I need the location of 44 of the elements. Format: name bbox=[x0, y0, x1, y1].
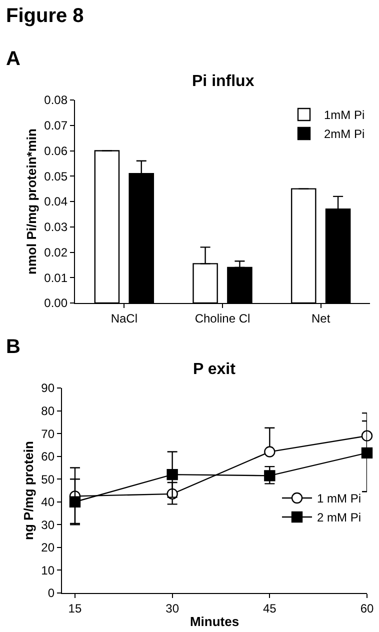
y-tick-label: 80 bbox=[41, 404, 55, 418]
y-tick-label: 0.02 bbox=[44, 245, 68, 260]
point bbox=[264, 446, 276, 458]
point bbox=[264, 470, 276, 482]
x-tick-label: 60 bbox=[360, 602, 374, 616]
y-tick-label: 0.07 bbox=[44, 118, 68, 133]
y-tick-label: 0.01 bbox=[44, 270, 68, 285]
y-tick-label: 30 bbox=[41, 518, 55, 532]
text: A bbox=[6, 48, 20, 70]
y-tick-label: 0.06 bbox=[44, 144, 68, 158]
point bbox=[361, 447, 373, 459]
x-tick-label: 45 bbox=[262, 602, 277, 616]
chart-title: Pi influx bbox=[192, 73, 254, 90]
y-tick-label: 0.08 bbox=[44, 93, 68, 108]
y-tick-label: 10 bbox=[41, 563, 55, 578]
y-tick-label: 0.00 bbox=[44, 296, 68, 310]
point bbox=[361, 430, 373, 442]
x-tick-label: 30 bbox=[166, 602, 180, 616]
x-tick-label: NaCl bbox=[110, 312, 138, 326]
point bbox=[166, 468, 178, 480]
y-tick-label: 0.03 bbox=[44, 220, 68, 234]
y-axis-title: ng P/mg protein bbox=[21, 440, 36, 540]
caption: Figure 8 bbox=[6, 5, 84, 27]
y-tick-label: 0.04 bbox=[44, 194, 68, 209]
y-tick-label: 40 bbox=[41, 495, 55, 510]
x-tick-label: Choline Cl bbox=[194, 312, 250, 326]
chart-title: P exit bbox=[193, 361, 236, 378]
x-tick-label: 15 bbox=[68, 602, 82, 616]
legend-label: 2mM Pi bbox=[324, 127, 365, 142]
y-tick-label: 0.05 bbox=[44, 169, 68, 184]
y-tick-label: 90 bbox=[41, 381, 55, 396]
text: B bbox=[6, 336, 20, 358]
x-axis-title: Minutes bbox=[190, 614, 240, 630]
y-tick-label: 50 bbox=[41, 472, 55, 486]
y-tick-label: 0 bbox=[48, 586, 55, 600]
y-tick-label: 20 bbox=[41, 540, 55, 555]
legend-label: 1 mM Pi bbox=[317, 492, 362, 506]
legend-label: 2 mM Pi bbox=[317, 510, 362, 525]
x-tick-label: Net bbox=[311, 312, 331, 326]
y-tick-label: 60 bbox=[41, 450, 55, 464]
point bbox=[69, 496, 81, 508]
y-tick-label: 70 bbox=[41, 426, 55, 441]
y-axis-title: nmol Pi/mg protein*min bbox=[24, 128, 40, 274]
legend-label: 1mM Pi bbox=[324, 108, 365, 122]
